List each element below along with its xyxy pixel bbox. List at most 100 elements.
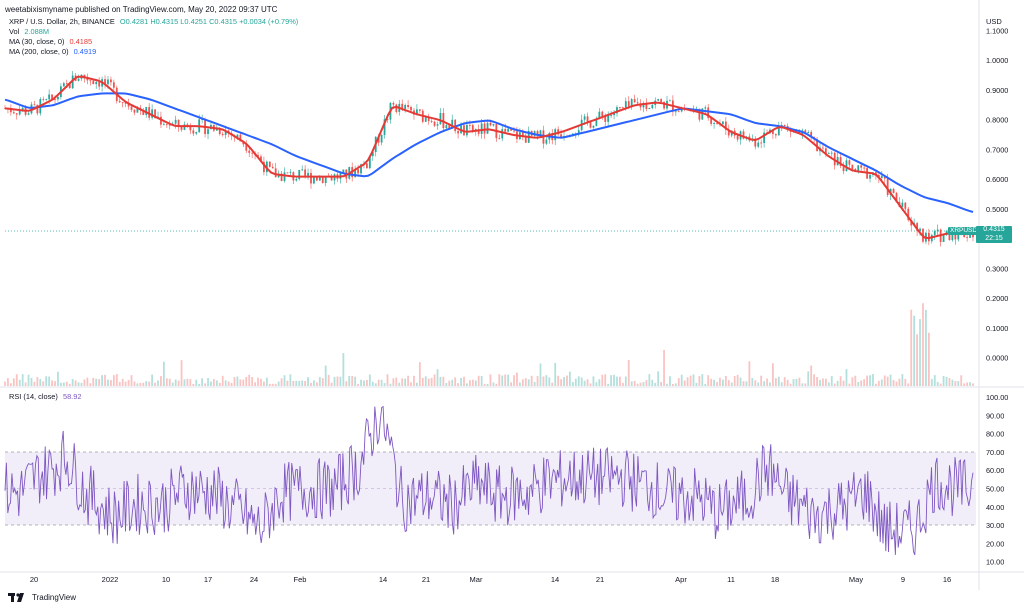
rsi-tick-label: 10.00: [986, 558, 1004, 567]
price-tick-label: 0.6000: [986, 175, 1008, 184]
candle: [642, 101, 645, 113]
volume-bar: [215, 380, 218, 386]
volume-bar: [345, 381, 348, 386]
volume-bar: [112, 375, 115, 386]
volume-bar: [589, 383, 592, 386]
volume-bar: [727, 380, 730, 386]
volume-bar: [542, 376, 545, 386]
symbol-tag: XRPUSD: [948, 227, 980, 235]
volume-bar: [642, 382, 645, 386]
candle: [807, 130, 810, 134]
volume-bar: [510, 382, 512, 386]
volume-bar: [298, 380, 301, 386]
volume-bar: [674, 383, 677, 386]
volume-bar: [339, 376, 342, 386]
volume-bar: [916, 334, 918, 386]
volume-bar: [963, 383, 966, 386]
volume-bar: [74, 380, 77, 386]
volume-bar: [227, 381, 230, 386]
time-tick-label: 14: [551, 575, 559, 584]
price-tick-label: 1.0000: [986, 56, 1008, 65]
volume-bar: [783, 377, 786, 386]
time-axis: 20 2022 10 17 24 Feb 14 21 Mar 14 21 Apr 11 18 May 9 16: [30, 575, 951, 584]
volume-bar: [866, 375, 868, 386]
volume-bar: [254, 382, 256, 386]
volume-bar: [392, 378, 395, 386]
volume-bar: [212, 379, 215, 386]
volume-bar: [830, 376, 833, 386]
candle: [221, 131, 224, 137]
rsi-tick-label: 50.00: [986, 485, 1004, 494]
price-tick-label: 0.8000: [986, 116, 1008, 125]
volume-bar: [957, 381, 960, 386]
price-tick-label: 0.2000: [986, 294, 1008, 303]
candle: [836, 152, 839, 166]
candle: [148, 103, 151, 121]
volume-bar: [371, 381, 374, 386]
volume-bar: [463, 376, 465, 386]
rsi-tick-label: 60.00: [986, 466, 1004, 475]
candle: [207, 127, 209, 140]
volume-bar: [233, 377, 236, 386]
volume-bar: [521, 379, 524, 386]
candle: [383, 114, 386, 139]
volume-bar: [45, 376, 48, 386]
volume-bar: [360, 379, 362, 386]
volume-bar: [12, 378, 15, 386]
rsi-axis: 100.00 90.00 80.00 70.00 60.00 50.00 40.00 30.0…: [986, 393, 1008, 567]
volume-bar: [592, 376, 595, 386]
volume-bar: [280, 378, 283, 386]
volume-bar: [401, 378, 404, 386]
volume-bar: [580, 377, 583, 386]
volume-bar: [127, 380, 130, 386]
volume-bar: [757, 382, 760, 386]
candle: [439, 108, 442, 125]
volume-bar: [551, 382, 554, 386]
volume-bar: [619, 376, 621, 386]
volume-bar: [857, 381, 860, 386]
candle: [777, 121, 780, 136]
bar-countdown: 22:15: [985, 234, 1003, 242]
volume-bar: [569, 371, 571, 386]
rsi-line: [4, 405, 974, 556]
volume-bar: [495, 383, 498, 386]
volume-bar: [683, 380, 686, 386]
volume-bar: [374, 383, 377, 386]
volume-bar: [36, 377, 39, 386]
volume-bar: [57, 371, 59, 386]
volume-bar: [798, 377, 801, 386]
volume-bar: [357, 383, 359, 386]
volume-bar: [363, 380, 365, 386]
ma200-line: [4, 92, 974, 213]
volume-bar: [236, 376, 239, 386]
volume-bar: [836, 380, 839, 386]
candle: [892, 187, 895, 194]
volume-bar: [142, 382, 145, 386]
price-tick-label: 1.1000: [986, 26, 1008, 35]
footer[interactable]: TradingView: [8, 593, 76, 602]
volume-bar: [854, 375, 857, 386]
volume-bar: [480, 375, 483, 386]
volume-bar: [930, 378, 933, 386]
volume-bar: [554, 362, 557, 386]
rsi-tick-label: 100.00: [986, 393, 1008, 402]
volume-bar: [660, 381, 663, 386]
volume-bar: [54, 381, 56, 386]
volume-bar: [201, 378, 204, 386]
volume-bar: [165, 378, 168, 386]
volume-bar: [922, 303, 924, 386]
volume-bar: [763, 381, 766, 386]
ohlc-values: O0.4281 H0.4315 L0.4251 C0.4315 +0.0034 …: [119, 17, 299, 26]
candle: [774, 133, 777, 139]
candle: [860, 163, 863, 171]
volume-bar: [224, 380, 227, 386]
volume-bar: [577, 376, 580, 386]
volume-bar: [754, 380, 757, 386]
time-tick-label: 20: [30, 575, 38, 584]
volume-bar: [398, 382, 401, 386]
volume-bar: [880, 379, 883, 386]
volume-bar: [260, 378, 262, 386]
candle: [45, 98, 48, 101]
candle: [648, 107, 651, 110]
